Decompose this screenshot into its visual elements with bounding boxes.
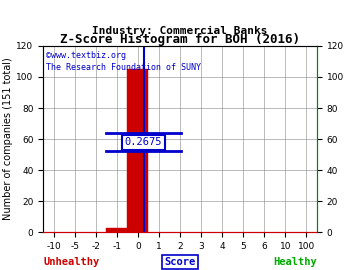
Text: 0.2675: 0.2675	[125, 137, 162, 147]
Bar	[127, 69, 148, 232]
Y-axis label: Number of companies (151 total): Number of companies (151 total)	[4, 58, 13, 220]
Text: Healthy: Healthy	[273, 257, 317, 267]
Bar	[106, 228, 127, 232]
Text: Unhealthy: Unhealthy	[43, 257, 99, 267]
Text: ©www.textbiz.org
The Research Foundation of SUNY: ©www.textbiz.org The Research Foundation…	[46, 52, 201, 72]
Text: Score: Score	[165, 257, 195, 267]
Title: Z-Score Histogram for BOH (2016): Z-Score Histogram for BOH (2016)	[60, 33, 300, 46]
Text: Industry: Commercial Banks: Industry: Commercial Banks	[92, 26, 268, 36]
